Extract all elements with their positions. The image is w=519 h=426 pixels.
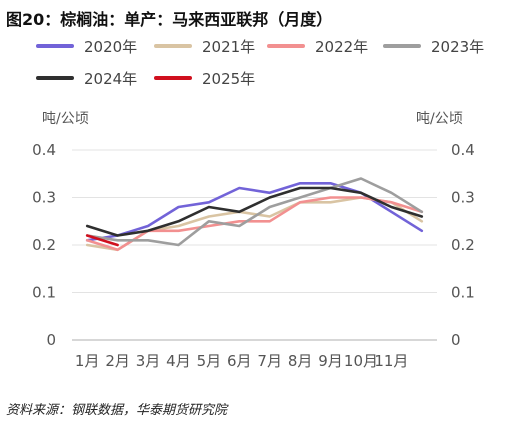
x-tick-label: 2月 <box>105 352 130 370</box>
x-tick-label: 5月 <box>197 352 222 370</box>
legend-label: 2023年 <box>431 37 485 56</box>
legend-swatch <box>267 44 305 48</box>
legend-swatch <box>36 44 74 48</box>
y-tick-label-left: 0 <box>46 331 56 349</box>
chart-title: 图20：棕榈油：单产：马来西亚联邦（月度） <box>6 10 333 29</box>
y-tick-label-left: 0.2 <box>32 236 56 254</box>
legend-label: 2022年 <box>315 37 369 56</box>
x-tick-label: 1月 <box>75 352 100 370</box>
series-line-2022年 <box>85 196 424 252</box>
x-tick-label: 9月 <box>318 352 343 370</box>
legend-label: 2025年 <box>202 69 256 88</box>
legend-label: 2021年 <box>202 37 256 56</box>
x-tick-label: 7月 <box>257 352 282 370</box>
legend-swatch <box>36 76 74 80</box>
y-tick-label-right: 0.2 <box>451 236 475 254</box>
chart-legend: 2020年 2021年 2022年 2023年 2024年 2025年 <box>0 0 519 90</box>
y-tick-label-right: 0 <box>451 331 461 349</box>
y-tick-label-left: 0.3 <box>32 189 56 207</box>
legend-item: 2020年 <box>36 34 137 58</box>
legend-item: 2025年 <box>154 66 255 90</box>
x-tick-label: 11月 <box>374 352 408 370</box>
y-tick-label-right: 0.3 <box>451 189 475 207</box>
x-tick-label: 4月 <box>166 352 191 370</box>
legend-label: 2024年 <box>84 69 138 88</box>
x-tick-label: 10月 <box>344 352 378 370</box>
y-tick-label-right: 0.1 <box>451 284 475 302</box>
y-axis-unit-right: 吨/公顷 <box>416 111 463 127</box>
source-note: 资料来源：钢联数据，华泰期货研究院 <box>6 403 228 418</box>
y-axis-unit-left: 吨/公顷 <box>42 111 89 127</box>
y-tick-label-left: 0.1 <box>32 284 56 302</box>
series-line-2024年 <box>85 186 424 237</box>
legend-item: 2021年 <box>154 34 255 58</box>
legend-item: 2024年 <box>36 66 137 90</box>
legend-swatch <box>154 44 192 48</box>
y-tick-label-left: 0.4 <box>32 141 56 159</box>
x-tick-label: 6月 <box>227 352 252 370</box>
legend-item: 2023年 <box>383 34 484 58</box>
x-tick-label: 3月 <box>136 352 161 370</box>
series-line-2025年 <box>85 234 119 247</box>
legend-label: 2020年 <box>84 37 138 56</box>
series-line-2023年 <box>85 177 424 247</box>
legend-item: 2022年 <box>267 34 368 58</box>
y-tick-label-right: 0.4 <box>451 141 475 159</box>
legend-swatch <box>154 76 192 80</box>
legend-swatch <box>383 44 421 48</box>
x-tick-label: 8月 <box>288 352 313 370</box>
